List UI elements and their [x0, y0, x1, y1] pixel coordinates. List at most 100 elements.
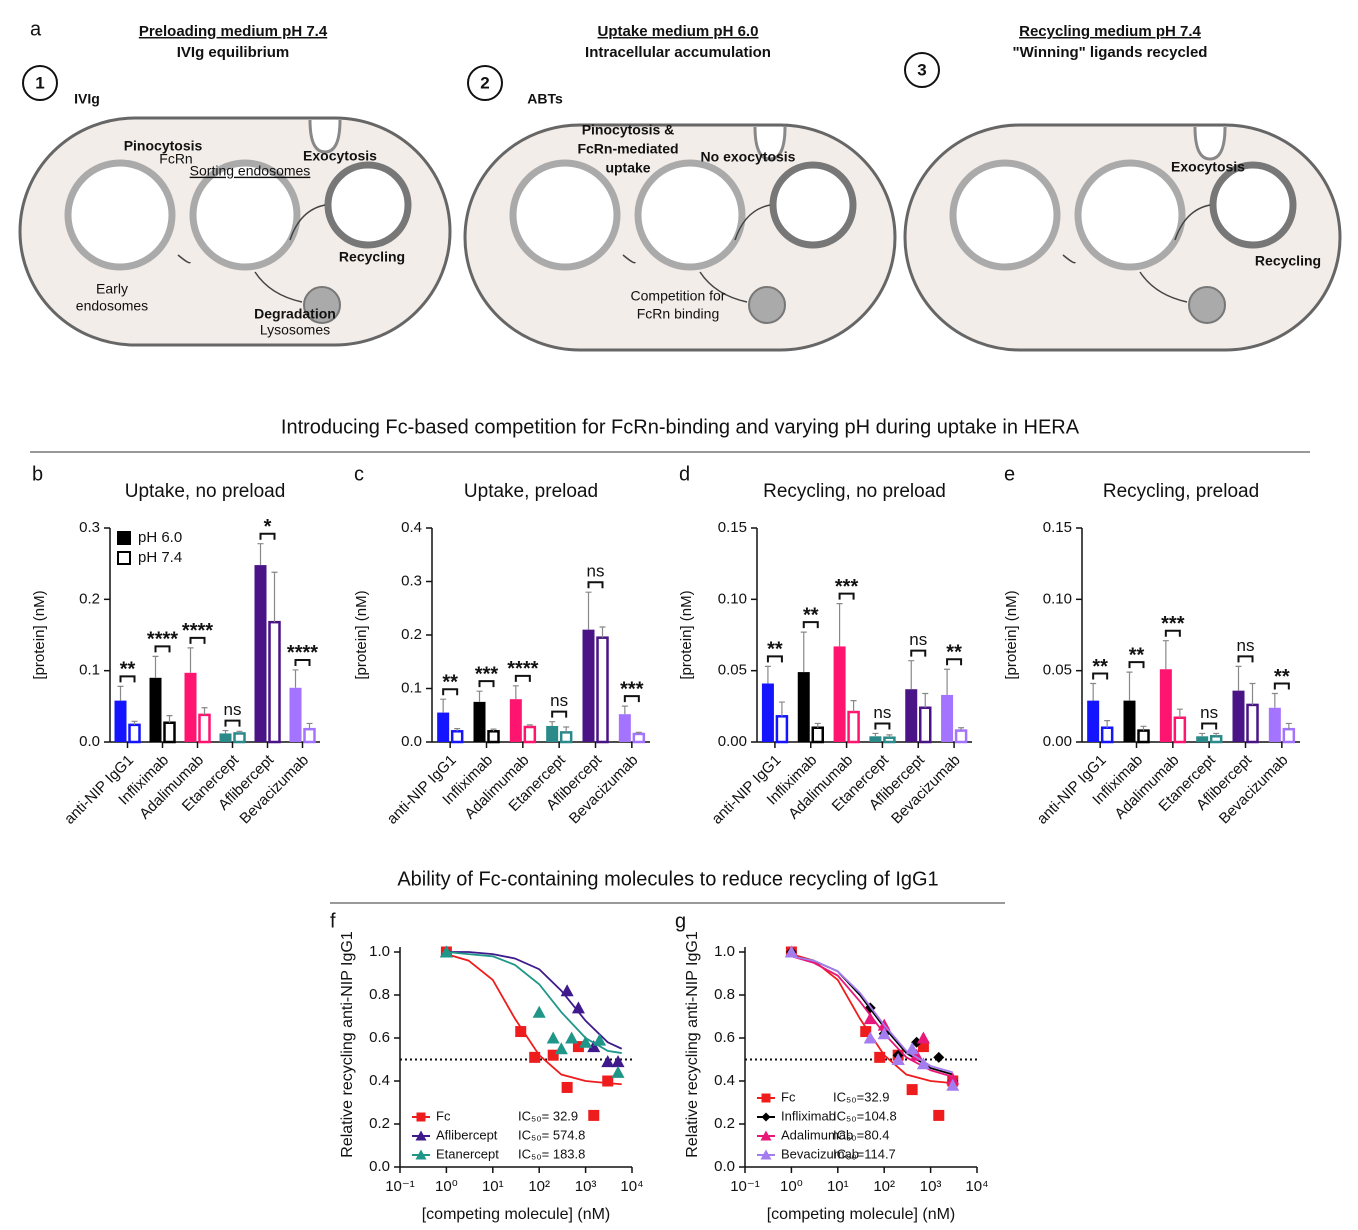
error-bar — [764, 665, 771, 684]
marker — [571, 1001, 585, 1014]
significance-bracket — [766, 655, 783, 663]
lysosome — [748, 286, 786, 324]
significance-label: **** — [182, 620, 213, 642]
significance-bracket — [874, 722, 891, 730]
marker — [877, 1027, 891, 1040]
significance-bracket — [119, 675, 136, 683]
y-tick-label: 0.2 — [79, 590, 100, 607]
panel-label: e — [1004, 463, 1015, 485]
significance-label: ** — [1274, 666, 1290, 688]
y-axis-label: Relative recycling anti-NIP IgG1 — [339, 931, 356, 1158]
error-bar — [922, 692, 929, 708]
x-tick-label: 10³ — [575, 1178, 597, 1195]
significance-label: ns — [1237, 636, 1255, 655]
arrow — [734, 204, 771, 241]
x-tick-label: 10² — [528, 1178, 550, 1195]
lysosome — [303, 286, 341, 324]
error-bar — [563, 726, 570, 733]
error-bar — [1249, 682, 1256, 705]
marker — [860, 1026, 872, 1038]
y-tick-label: 0.4 — [714, 1072, 735, 1089]
bar — [1123, 700, 1136, 742]
error-bar — [585, 591, 592, 630]
step-number: 3 — [917, 60, 926, 79]
y-tick-label: 0.00 — [718, 733, 747, 750]
ic50-label: IC₅₀=32.9 — [833, 1089, 890, 1104]
y-tick-label: 0.10 — [1043, 590, 1072, 607]
step-circle — [467, 65, 503, 101]
diagram-label: Pinocytosis & — [582, 122, 675, 138]
endosome — [634, 159, 746, 271]
endosome — [1209, 161, 1297, 249]
error-bar — [476, 690, 483, 702]
error-bar — [1126, 671, 1133, 701]
x-tick-label: 10⁰ — [435, 1178, 458, 1195]
marker — [529, 1051, 541, 1063]
error-bar — [152, 655, 159, 678]
cell-subtitle: IVIg equilibrium — [177, 44, 290, 61]
diagram-label: Recycling — [339, 249, 405, 265]
panel-label: a — [30, 18, 42, 40]
bar — [1087, 700, 1100, 742]
marker — [587, 1040, 601, 1053]
y-tick-label: 0.3 — [401, 572, 422, 589]
significance-label: **** — [507, 658, 538, 680]
bar — [869, 736, 882, 742]
significance-bracket — [623, 695, 640, 703]
legend-swatch — [117, 531, 131, 545]
significance-bracket — [551, 710, 568, 718]
bar — [303, 727, 316, 744]
bar — [582, 629, 595, 742]
marker — [415, 1130, 427, 1141]
error-bar — [222, 729, 229, 734]
cell-title: Uptake medium pH 6.0 — [598, 23, 759, 40]
error-bar — [131, 720, 138, 725]
marker — [579, 1035, 593, 1048]
marker — [565, 1031, 579, 1044]
significance-label: *** — [475, 663, 499, 685]
bar — [437, 712, 450, 742]
significance-bracket — [1273, 682, 1290, 690]
x-tick-label: 10² — [873, 1178, 895, 1195]
error-bar — [778, 701, 785, 717]
pit — [1193, 126, 1227, 161]
bar — [775, 715, 789, 744]
significance-bracket — [189, 636, 206, 644]
legend-label: Bevacizumab — [781, 1146, 859, 1161]
error-bar — [454, 728, 461, 732]
bar — [487, 730, 500, 744]
marker — [515, 1026, 527, 1038]
error-bar — [599, 626, 606, 638]
x-tick-label: 10⁴ — [620, 1178, 643, 1195]
significance-bracket — [294, 658, 311, 666]
diagram-label: Recycling — [1255, 253, 1321, 269]
y-tick-label: 0.10 — [718, 590, 747, 607]
y-tick-label: 0.15 — [1043, 519, 1072, 536]
x-tick-label: 10⁻¹ — [385, 1178, 415, 1195]
error-bar — [1104, 720, 1111, 728]
significance-label: ns — [550, 691, 568, 710]
marker — [611, 1055, 625, 1068]
panel-label: g — [675, 910, 686, 932]
marker — [761, 1093, 771, 1103]
diagram-label: Early — [96, 281, 128, 297]
error-bar — [306, 722, 313, 730]
section-heading: Introducing Fc-based competition for FcR… — [281, 416, 1080, 438]
lysosome — [1188, 286, 1226, 324]
chart-title: Uptake, no preload — [125, 481, 286, 502]
marker — [532, 1005, 546, 1018]
significance-label: ** — [946, 642, 962, 664]
diagram-label: Exocytosis — [303, 148, 377, 164]
marker — [439, 945, 453, 958]
bar — [1246, 703, 1259, 744]
bar — [1232, 690, 1245, 742]
fit-curve — [791, 955, 953, 1074]
significance-bracket — [259, 532, 276, 540]
error-bar — [1271, 692, 1278, 708]
bar — [233, 732, 246, 744]
legend-label: pH 6.0 — [138, 529, 182, 546]
bar — [509, 699, 522, 742]
arrow — [289, 204, 326, 241]
marker — [601, 1055, 615, 1068]
